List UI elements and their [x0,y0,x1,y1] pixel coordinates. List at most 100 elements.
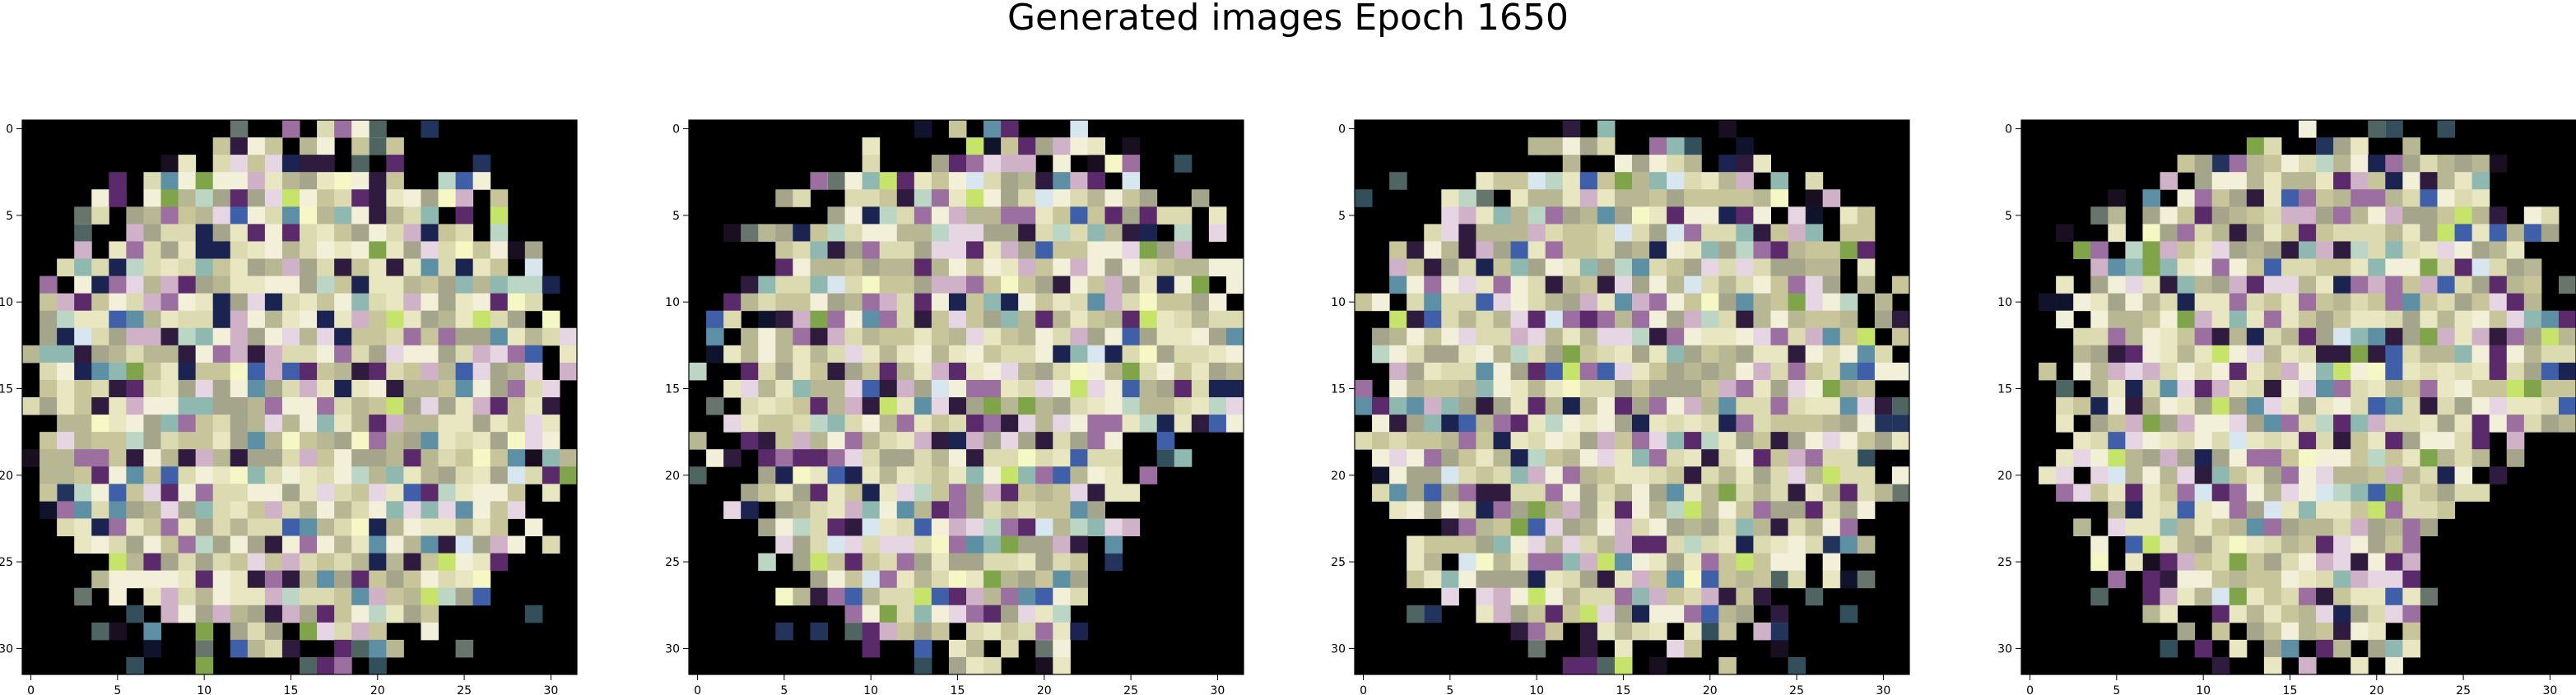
pixel [1840,415,1858,433]
pixel [966,640,984,658]
pixel [213,605,231,623]
pixel [2212,241,2230,259]
pixel [1823,241,1841,259]
pixel [161,311,179,329]
pixel [265,241,283,259]
pixel [317,311,335,329]
pixel [74,294,92,312]
pixel [1684,259,1702,277]
pixel [230,276,249,294]
pixel [2350,415,2369,433]
pixel [265,397,283,415]
pixel [810,311,828,329]
pixel [1632,554,1650,572]
pixel [1018,155,1036,173]
pixel [265,224,283,242]
pixel [1226,397,1244,415]
pixel [2350,363,2369,381]
pixel [2160,432,2178,450]
pixel [1018,311,1036,329]
pixel [863,311,881,329]
pixel [369,294,387,312]
pixel [1441,588,1459,606]
pixel [1105,397,1123,415]
pixel [2299,554,2317,572]
pixel [2125,311,2143,329]
pixel [2350,623,2369,641]
pixel [1192,276,1210,294]
pixel [2090,294,2109,312]
pixel [2073,328,2091,346]
pixel [1053,241,1071,259]
pixel [810,518,828,536]
pixel [2420,501,2438,519]
pixel [2056,380,2074,398]
pixel [300,363,318,381]
pixel [386,484,404,502]
pixel [143,259,161,277]
pixel [74,518,92,536]
pixel [1806,432,1824,450]
pixel [1226,363,1244,381]
pixel [369,137,387,155]
pixel [2230,466,2248,484]
pixel [2455,294,2473,312]
pixel [966,466,984,484]
pixel [1476,397,1494,415]
pixel [1528,224,1546,242]
pixel [1476,536,1494,554]
pixel [126,432,144,450]
pixel [91,518,109,536]
pixel [983,605,1002,623]
pixel [966,657,984,675]
pixel [1528,206,1546,225]
pixel [57,311,75,329]
pixel [282,328,300,346]
pixel [439,345,457,364]
pixel [1001,294,1019,312]
pixel [473,588,491,606]
pixel [109,189,127,207]
pixel [508,345,526,364]
pixel [1823,397,1841,415]
pixel [1718,415,1737,433]
pixel [863,640,881,658]
pixel [2212,605,2230,623]
pixel [1753,380,1771,398]
pixel [2402,380,2420,398]
pixel [2230,554,2248,572]
pixel [880,172,898,190]
pixel [2108,415,2126,433]
pixel [2385,449,2403,467]
pixel [1701,380,1719,398]
pixel [334,224,352,242]
pixel [2402,571,2420,589]
pixel [1018,623,1036,641]
pixel [403,466,421,484]
pixel [1649,415,1667,433]
pixel [1226,276,1244,294]
pixel [439,484,457,502]
pixel [230,120,249,138]
pixel [317,449,335,467]
pixel [1035,380,1053,398]
pixel [863,137,881,155]
pixel [2316,554,2334,572]
pixel [282,484,300,502]
pixel [456,276,474,294]
pixel [897,605,915,623]
pixel [1528,449,1546,467]
pixel [2142,328,2160,346]
pixel [1771,189,1789,207]
pixel [2368,294,2386,312]
pixel [1441,536,1459,554]
pixel [1649,536,1667,554]
pixel [1667,224,1685,242]
pixel [1087,415,1105,433]
pixel [109,380,127,398]
pixel [351,294,370,312]
pixel [1192,189,1210,207]
pixel [1053,466,1071,484]
pixel [1424,432,1442,450]
pixel [1053,432,1071,450]
